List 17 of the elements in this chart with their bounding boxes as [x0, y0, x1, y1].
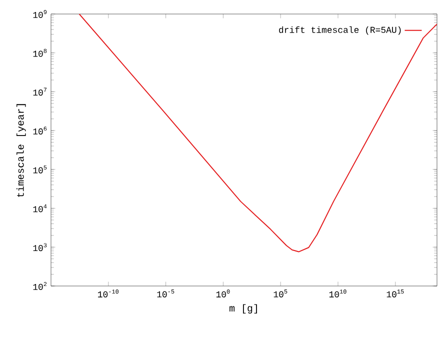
x-tick-label: 10$^{5}$	[274, 290, 288, 298]
x-tick-label: 10$^{0}$	[216, 290, 230, 298]
y-tick-label: 10$^{4}$	[33, 204, 47, 212]
y-tick-label: 10$^{7}$	[33, 88, 47, 96]
legend-label: drift timescale (R=5AU)	[279, 26, 401, 35]
x-tick-label: 10$^{-5}$	[157, 290, 174, 298]
y-tick-label: 10$^{5}$	[33, 166, 47, 174]
x-tick-label: 10$^{10}$	[329, 290, 346, 298]
y-tick-label: 10$^{9}$	[33, 10, 47, 18]
y-tick-label: 10$^{2}$	[33, 282, 47, 290]
y-tick-label: 10$^{6}$	[33, 126, 47, 135]
x-tick-label: 10$^{15}$	[386, 290, 404, 298]
y-tick-label: 10$^{8}$	[33, 48, 47, 57]
x-axis-title: m [g]	[230, 304, 257, 314]
y-tick-label: 10$^{3}$	[33, 243, 47, 252]
x-tick-label: 10$^{-10}$	[98, 290, 119, 298]
y-axis-title: timescale [year]	[16, 104, 26, 197]
